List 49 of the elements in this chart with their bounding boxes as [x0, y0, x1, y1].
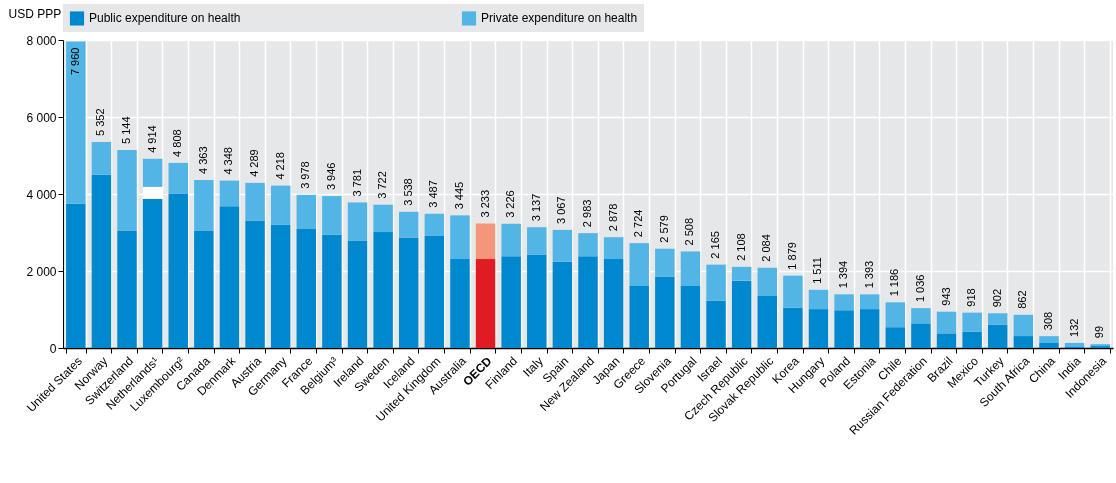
total-label: 902	[990, 288, 1003, 308]
total-label: 3 722	[376, 171, 389, 199]
total-label: 2 878	[606, 203, 619, 232]
total-label: 4 218	[273, 152, 286, 180]
y-tick-label: 4 000	[26, 187, 57, 202]
y-tick-label: 0	[49, 341, 57, 356]
total-label: 862	[1016, 290, 1029, 309]
legend-label: Public expenditure on health	[89, 11, 241, 26]
total-label: 1 036	[913, 274, 926, 303]
total-label: 2 983	[581, 199, 593, 228]
total-label: 2 084	[760, 234, 773, 262]
total-label: 308	[1041, 311, 1054, 331]
y-axis-title: USD PPP	[8, 6, 62, 21]
total-label: 3 233	[478, 190, 491, 218]
total-label: 4 808	[171, 129, 184, 157]
total-label: 2 108	[734, 233, 747, 261]
total-label: 1 186	[888, 268, 901, 297]
total-label: 132	[1067, 318, 1080, 337]
total-label: 1 393	[862, 260, 875, 289]
total-label: 2 165	[709, 231, 722, 259]
total-label: 2 579	[657, 215, 670, 243]
total-label: 1 394	[837, 260, 850, 289]
y-tick-label: 8 000	[26, 33, 57, 48]
total-label: 3 487	[427, 180, 440, 208]
total-label: 4 289	[248, 149, 261, 177]
total-label: 3 946	[324, 162, 337, 191]
total-label: 3 781	[350, 168, 363, 197]
total-label: 3 137	[529, 193, 542, 222]
total-label: 5 144	[120, 116, 133, 144]
total-label: 2 508	[683, 217, 696, 246]
total-label: 918	[965, 288, 978, 307]
total-label: 943	[939, 287, 952, 306]
total-label: 4 914	[145, 125, 158, 153]
total-label: 5 352	[94, 108, 107, 136]
y-tick-label: 6 000	[26, 110, 57, 125]
total-label: 99	[1093, 325, 1106, 339]
total-label: 7 960	[68, 47, 81, 76]
y-tick-label: 2 000	[26, 264, 57, 279]
total-label: 3 445	[452, 181, 465, 210]
total-label: 2 724	[632, 209, 645, 238]
legend-label: Private expenditure on health	[481, 11, 638, 26]
total-label: 4 348	[222, 147, 235, 175]
total-label: 3 978	[299, 161, 312, 189]
total-label: 3 067	[555, 196, 568, 224]
total-label: 3 538	[401, 178, 414, 206]
total-label: 4 363	[196, 146, 209, 175]
total-label: 3 226	[504, 190, 517, 218]
total-label: 1 511	[811, 257, 824, 284]
total-label: 1 879	[785, 242, 798, 270]
